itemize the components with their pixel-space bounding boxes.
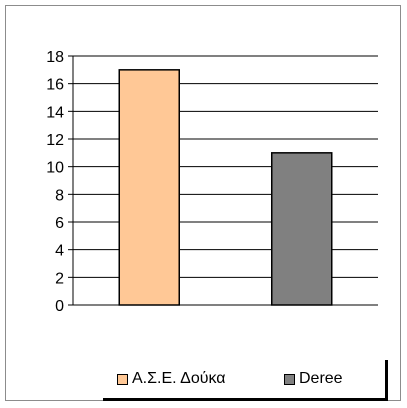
legend: Α.Σ.Ε. Δούκα Deree: [103, 360, 388, 401]
y-tick-label-0: 0: [55, 298, 64, 315]
y-tick-label-18: 18: [46, 49, 64, 66]
y-tick-label-12: 12: [46, 132, 64, 149]
y-tick-labels: 0 2 4 6 8 10 12 14 16 18: [46, 49, 64, 315]
bar-deree: [271, 152, 333, 306]
y-tick-label-8: 8: [55, 187, 64, 204]
chart-frame: 0 2 4 6 8 10 12 14 16 18 Α.Σ.Ε. Δούκα Deree: [5, 5, 401, 401]
bar-asa-douka: [118, 69, 180, 306]
legend-item-asa-douka: Α.Σ.Ε. Δούκα: [117, 370, 226, 388]
y-tick-label-6: 6: [55, 215, 64, 232]
legend-item-deree: Deree: [284, 370, 343, 388]
bar-chart: 0 2 4 6 8 10 12 14 16 18: [46, 49, 378, 315]
legend-label-asa-douka: Α.Σ.Ε. Δούκα: [132, 370, 226, 387]
legend-swatch-asa-douka: [117, 373, 128, 385]
y-tick-label-16: 16: [46, 77, 64, 94]
y-tick-label-14: 14: [46, 104, 64, 121]
y-tick-label-4: 4: [55, 243, 64, 260]
y-tick-label-2: 2: [55, 270, 64, 287]
y-tick-label-10: 10: [46, 160, 64, 177]
bars: [118, 69, 333, 306]
axes: [68, 55, 74, 306]
legend-swatch-deree: [284, 373, 295, 385]
legend-label-deree: Deree: [299, 370, 343, 387]
